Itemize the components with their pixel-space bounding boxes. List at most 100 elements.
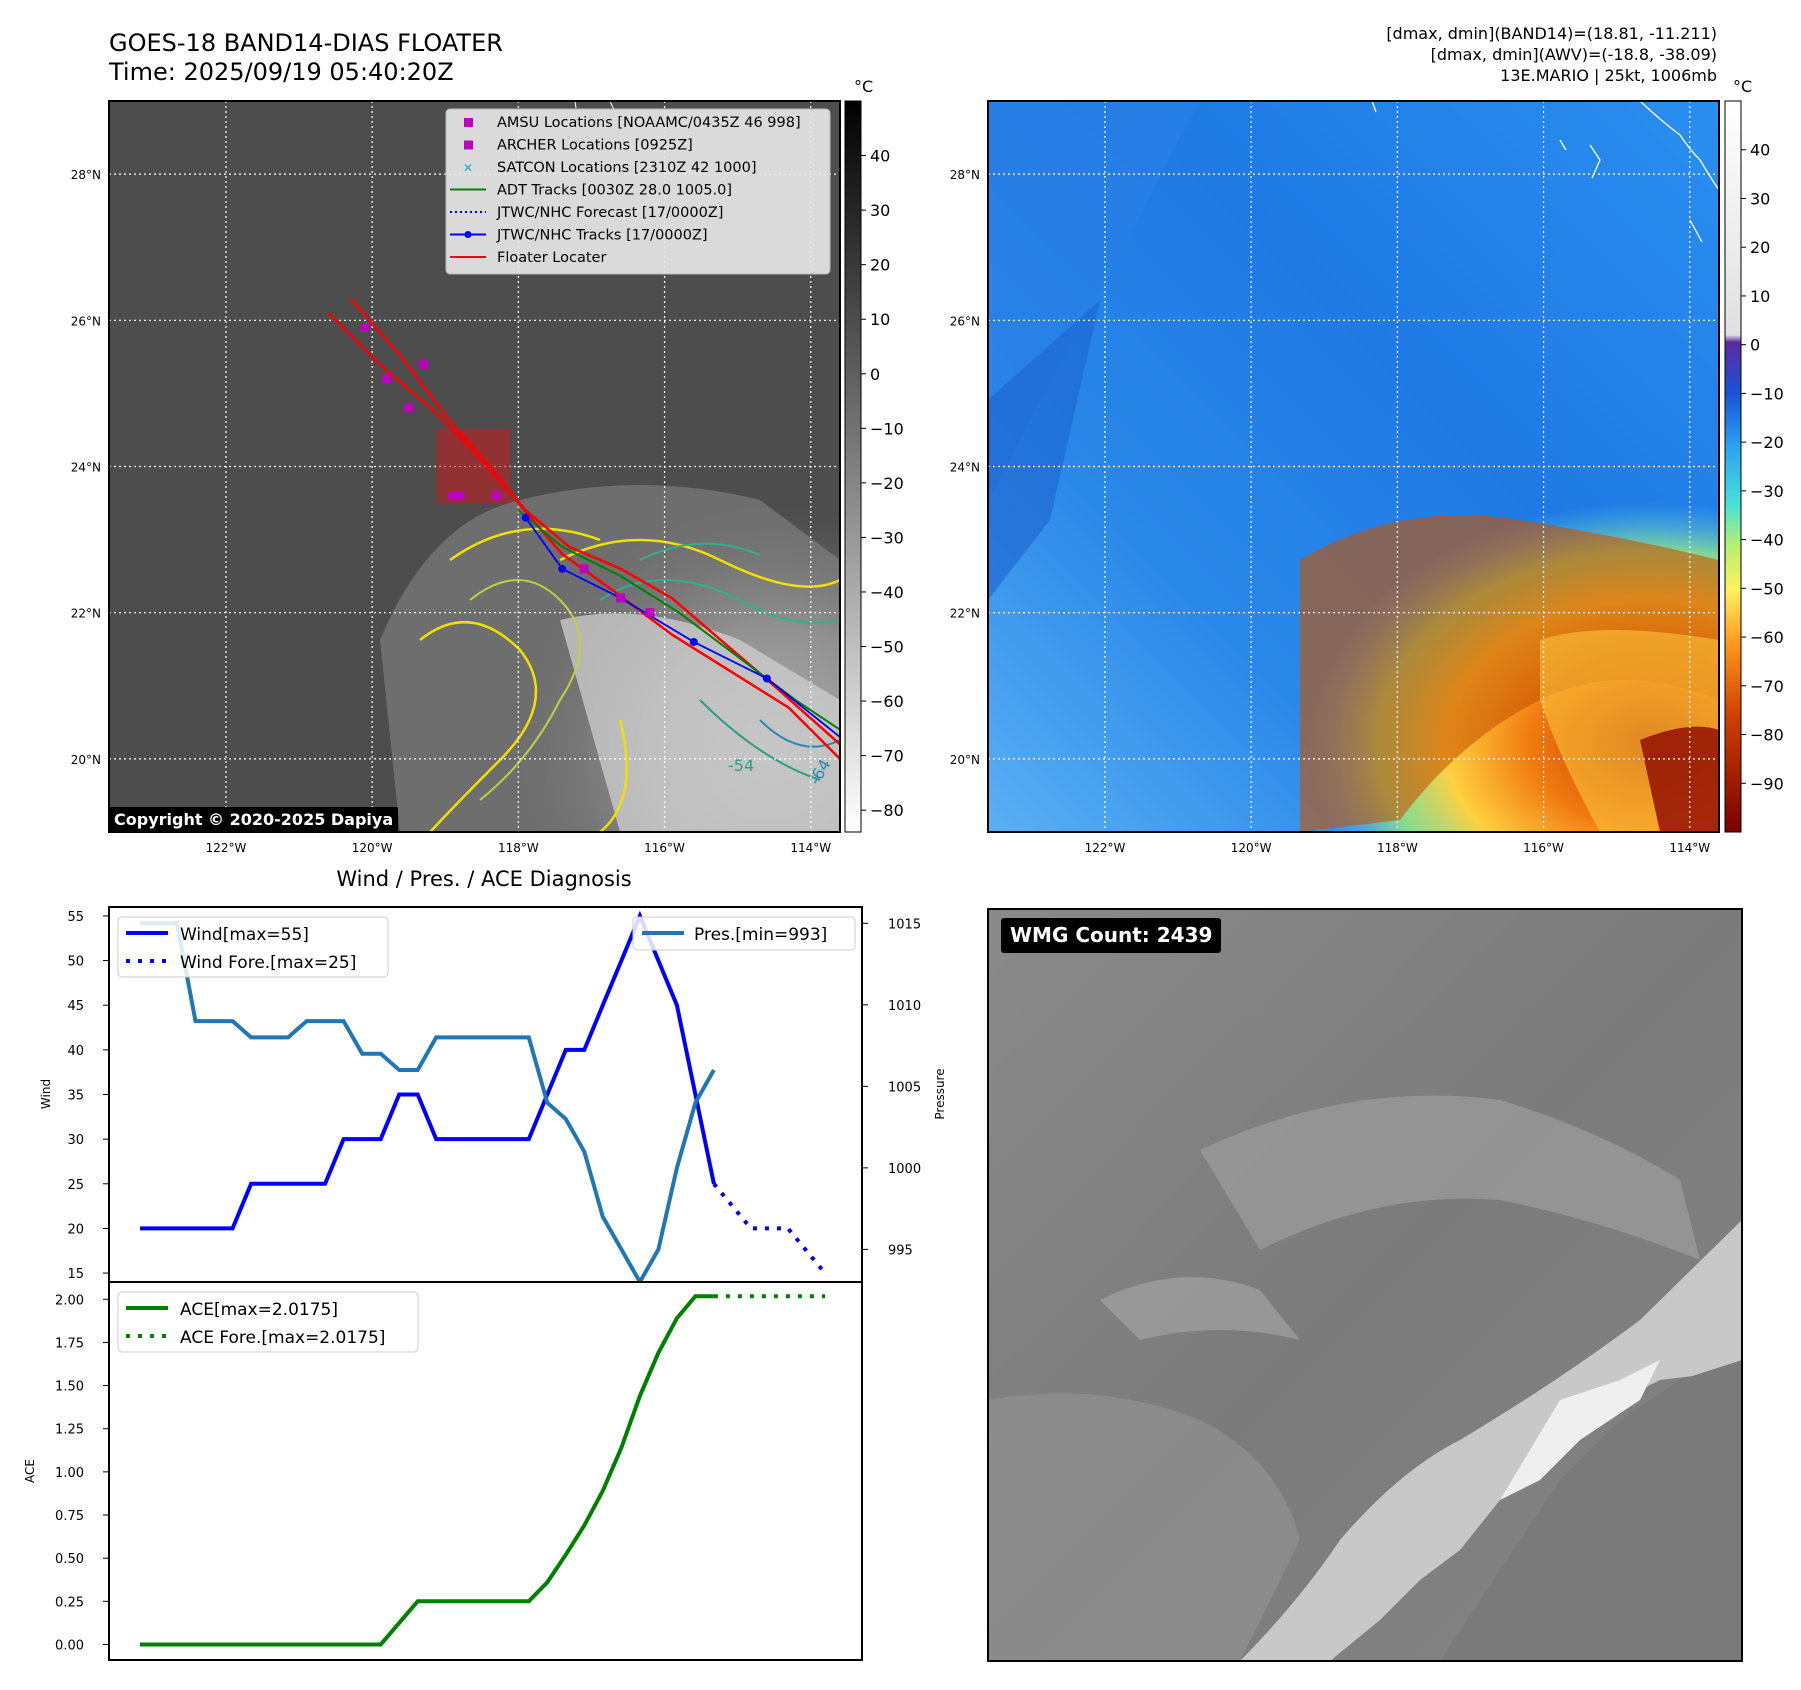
ir-lon-label: 114°W [790, 841, 831, 855]
ir-lat-label: 22°N [71, 607, 101, 621]
colorbar-tick-label: −60 [1750, 628, 1784, 647]
colorbar-tick-label: −50 [870, 638, 904, 657]
info-line-3: 13E.MARIO | 25kt, 1006mb [1500, 66, 1717, 85]
colorbar-tick-label: −60 [870, 692, 904, 711]
colorbar-tick-label: 10 [870, 310, 890, 329]
wv-lat-label: 22°N [950, 607, 980, 621]
wind-ytick-label: 50 [67, 955, 84, 970]
colorbar-tick-label: −40 [870, 583, 904, 602]
colorbar-tick-label: −70 [1750, 677, 1784, 696]
jtwc-track-point [689, 637, 698, 646]
floater-locater-track [349, 297, 840, 746]
colorbar-tick-label: −90 [1750, 774, 1784, 793]
ir-lat-label: 28°N [71, 168, 101, 182]
wind-pressure-chart: 15 20 25 30 35 40 45 50 55 995 1000 1005 1010 1015 Win… [39, 906, 947, 1287]
info-line-1: [dmax, dmin](BAND14)=(18.81, -11.211) [1386, 24, 1717, 43]
legend-label: ARCHER Locations [0925Z] [497, 138, 693, 154]
pressure-legend-label: Pres.[min=993] [694, 925, 827, 945]
colorbar-tick-label: 0 [870, 365, 880, 384]
wv-lat-label: 28°N [950, 168, 980, 182]
wmg-panel [987, 908, 1743, 1662]
colorbar-tick-label: −50 [1750, 579, 1784, 598]
ir-lon-label: 118°W [498, 841, 539, 855]
wv-lon-label: 118°W [1377, 841, 1418, 855]
wind-ytick-label: 45 [67, 999, 84, 1014]
wv-lat-label: 24°N [950, 461, 980, 475]
wind-ytick-label: 25 [67, 1178, 84, 1193]
ace-ytick-label: 0.25 [55, 1595, 84, 1610]
colorbar-tick-label: −20 [1750, 433, 1784, 452]
amsu-location-marker [404, 403, 414, 413]
ir-lon-label: 122°W [206, 841, 247, 855]
ir-lat-label: 24°N [71, 461, 101, 475]
amsu-location-marker [491, 491, 501, 501]
ace-series-line [140, 1294, 714, 1647]
pressure-axis-label: Pressure [933, 1068, 947, 1119]
ace-legend-label: ACE[max=2.0175] [180, 1300, 338, 1320]
series-line [140, 921, 716, 1287]
colorbar-tick-label: 30 [870, 201, 890, 220]
wmg-count-badge: WMG Count: 2439 [1001, 918, 1222, 953]
wind-ytick-label: 20 [67, 1222, 84, 1237]
title-line-1: GOES-18 BAND14-DIAS FLOATER [109, 29, 503, 57]
jtwc-track [524, 517, 840, 738]
wind-legend-label: Wind[max=55] [180, 925, 309, 945]
ace-legend-box [117, 1291, 419, 1353]
pressure-ytick-label: 1010 [888, 999, 921, 1014]
floater-locater-track [327, 312, 840, 760]
colorbar-tick-label: −10 [1750, 384, 1784, 403]
wv-lon-label: 116°W [1523, 841, 1564, 855]
colorbar-tick-label: −20 [870, 474, 904, 493]
wv-lon-label: 120°W [1231, 841, 1272, 855]
legend-marker-square [464, 118, 473, 127]
legend-label: AMSU Locations [NOAAMC/0435Z 46 998] [497, 115, 801, 131]
ace-ytick-label: 1.00 [55, 1466, 84, 1481]
ace-fore-legend-label: ACE Fore.[max=2.0175] [180, 1328, 385, 1348]
wind-axis-label: Wind [39, 1079, 53, 1109]
wv-lat-label: 26°N [950, 314, 980, 328]
wv-gridlines [988, 101, 1719, 832]
diagnosis-title: Wind / Pres. / ACE Diagnosis [336, 867, 631, 891]
legend-label: ADT Tracks [0030Z 28.0 1005.0] [497, 183, 732, 199]
colorbar-tick-label: 20 [870, 256, 890, 275]
wv-map-axes: 28°N 26°N 24°N 22°N 20°N 122°W 120°W 118°W 116°W… [950, 168, 1711, 855]
ace-ytick-label: 0.00 [55, 1638, 84, 1653]
colorbar-tick-label: 40 [870, 147, 890, 166]
legend-marker-x: ✕ [463, 161, 473, 175]
amsu-location-marker [382, 374, 392, 384]
ace-ytick-label: 0.50 [55, 1552, 84, 1567]
ace-chart: 0.00 0.25 0.50 0.75 1.00 1.25 1.50 1.75 2.00 ACE A… [23, 1281, 863, 1661]
coastline-wv [1371, 101, 1719, 243]
colorbar-tick-label: −70 [870, 747, 904, 766]
colorbar-tick-label: −30 [1750, 482, 1784, 501]
wind-legend-box [117, 916, 389, 978]
amsu-location-marker [418, 359, 428, 369]
jtwc-track-point [521, 513, 530, 522]
amsu-location-marker [645, 608, 655, 618]
colorbar-tick-label: −10 [870, 419, 904, 438]
ace-ytick-label: 1.25 [55, 1423, 84, 1438]
colorbar-tick-label: 40 [1750, 141, 1770, 160]
ir-colorbar-unit: °C [854, 77, 873, 96]
info-line-2: [dmax, dmin](AWV)=(-18.8, -38.09) [1431, 45, 1717, 64]
amsu-location-marker [616, 593, 626, 603]
ir-colorbar: °C 40 30 20 10 0 −10 −20 −30 −40 −50 −60 −70 −80 [844, 77, 904, 833]
ace-ytick-label: 1.75 [55, 1336, 84, 1351]
contour-label-54: -54 [728, 756, 754, 775]
colorbar-tick-label: 30 [1750, 189, 1770, 208]
ace-ytick-label: 1.50 [55, 1380, 84, 1395]
ace-ytick-label: 0.75 [55, 1509, 84, 1524]
map-legend: AMSU Locations [NOAAMC/0435Z 46 998] ARCH… [445, 108, 831, 275]
wv-lon-label: 122°W [1085, 841, 1126, 855]
legend-label: JTWC/NHC Tracks [17/0000Z] [496, 228, 708, 244]
wind-ytick-label: 15 [67, 1267, 84, 1282]
legend-label: JTWC/NHC Forecast [17/0000Z] [496, 205, 723, 221]
ir-colorbar-ticks: 40 30 20 10 0 −10 −20 −30 −40 −50 −60 −70 −80 [861, 147, 904, 820]
amsu-location-marker [455, 491, 465, 501]
legend-label: SATCON Locations [2310Z 42 1000] [497, 160, 756, 176]
legend-marker-dot [464, 231, 472, 238]
colorbar-tick-label: −40 [1750, 531, 1784, 550]
colorbar-tick-label: −80 [870, 801, 904, 820]
colorbar-tick-label: 0 [1750, 336, 1760, 355]
